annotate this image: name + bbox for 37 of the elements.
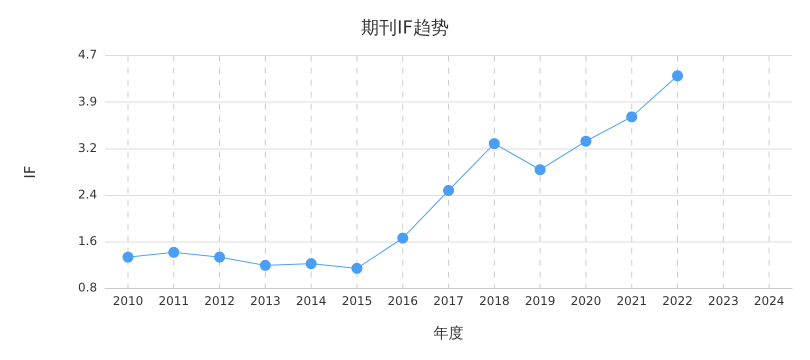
point — [488, 138, 500, 150]
point — [260, 260, 271, 271]
point — [534, 164, 546, 176]
x-tick-label: 2020 — [570, 294, 602, 308]
x-tick-label: 2018 — [479, 294, 510, 308]
point — [214, 252, 226, 263]
x-tick-label: 2011 — [158, 294, 190, 308]
y-tick-label: 1.6 — [78, 234, 98, 248]
x-tick-label: 2010 — [112, 294, 144, 308]
x-tick-label: 2017 — [433, 294, 464, 308]
point — [397, 232, 408, 244]
y-axis-title: IF — [20, 166, 39, 179]
x-tick-label: 2012 — [204, 294, 235, 308]
point — [122, 252, 134, 263]
point — [580, 136, 592, 147]
x-tick-label: 2014 — [296, 294, 326, 308]
x-axis-title: 年度 — [434, 324, 464, 342]
x-tick-label: 2016 — [387, 294, 418, 308]
x-tick-label: 2013 — [250, 294, 281, 308]
y-tick-label: 3.9 — [78, 94, 98, 108]
y-tick-label: 2.4 — [78, 188, 98, 202]
y-tick-label: 0.8 — [78, 280, 98, 295]
point — [443, 185, 454, 196]
point — [351, 262, 362, 274]
y-tick-label: 3.2 — [78, 140, 98, 155]
x-tick-label: 2022 — [662, 294, 693, 308]
y-tick-label: 4.7 — [78, 48, 98, 62]
x-tick-label: 2023 — [708, 294, 739, 308]
point — [168, 246, 180, 258]
x-tick-label: 2024 — [754, 294, 784, 308]
point — [672, 70, 684, 82]
x-tick-label: 2015 — [342, 294, 372, 308]
x-tick-label: 2019 — [524, 294, 556, 308]
point — [626, 111, 638, 122]
x-tick-label: 2021 — [616, 294, 647, 308]
chart-title: 期刊IF趋势 — [361, 17, 449, 38]
point — [306, 258, 317, 270]
